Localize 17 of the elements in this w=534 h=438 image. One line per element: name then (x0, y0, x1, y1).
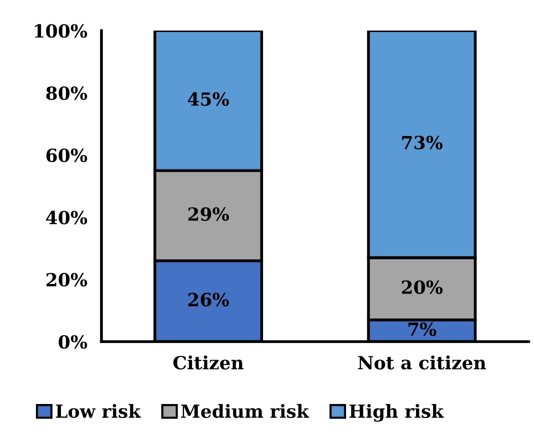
data-label: 7% (408, 322, 436, 336)
legend-label: Medium risk (181, 404, 310, 418)
data-label: 73% (402, 136, 443, 150)
y-tick-label: 0% (58, 335, 88, 349)
x-tick-label: Not a citizen (358, 356, 486, 370)
legend-label: Low risk (56, 404, 141, 418)
y-tick-label: 40% (46, 210, 88, 224)
y-tick-label: 60% (46, 148, 88, 162)
y-tick-label: 20% (46, 272, 88, 287)
data-label: 29% (188, 207, 229, 221)
data-label: 20% (402, 280, 443, 294)
legend-label: High risk (349, 404, 444, 422)
data-label: 26% (188, 292, 229, 306)
data-label: 45% (188, 92, 229, 106)
y-tick-label: 100% (34, 24, 88, 38)
x-tick-label: Citizen (173, 356, 244, 370)
y-tick-label: 80% (46, 86, 88, 100)
